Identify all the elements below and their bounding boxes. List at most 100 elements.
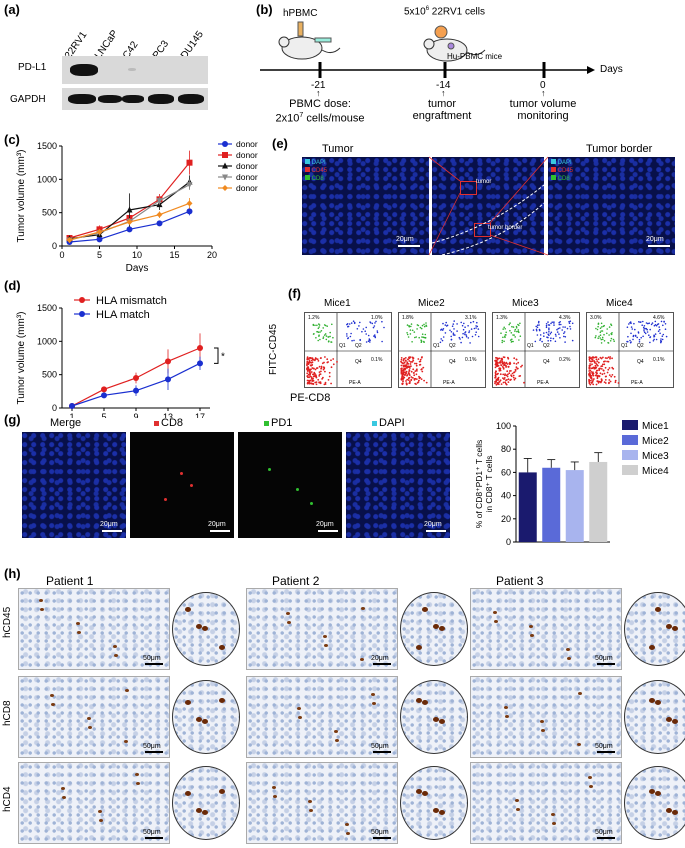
g-title-pd1: PD1 [264,417,292,429]
mouse-illustration-1 [278,21,341,60]
g-legend-swatch [622,435,638,445]
d-xtick-label: 17 [195,412,205,418]
flow-axis-tick: PE-A [443,380,455,386]
flow-q3-pct: 0.2% [559,357,571,363]
ihc-image-p3-hcd8: 50μm [470,676,622,758]
arrow-up-3: ↑ [541,88,546,98]
ihc-row-label-hcd8: hCD8 [2,700,13,726]
ihc-image-p1-hcd8: 50μm [18,676,170,758]
flow-q1-pct: 1.8% [402,315,414,321]
g-legend-label: Mice3 [642,451,669,462]
c-ytick-label: 500 [42,208,57,218]
g-ytick-label: 0 [506,537,511,547]
c-ytick-label: 0 [52,241,57,251]
flow-q1-label: Q1 [433,343,440,349]
row-label-gapdh: GAPDH [10,94,46,105]
c-point [186,182,193,189]
c-ylabel: Tumor volume (mm³) [16,150,27,243]
chart-d-tumor-volume-hla: 0500100015001591317DaysTumor volume (mm³… [16,295,225,418]
g-ytick-label: 20 [501,514,511,524]
flow-q2-label: Q2 [449,343,456,349]
d-point [133,387,139,394]
ihc-image-p3-hcd4: 50μm [470,762,622,844]
c-point [186,208,193,215]
d-point [197,360,203,367]
e-center-tumor-label: tumor [476,179,492,185]
g-title-merge: Merge [50,417,82,429]
g-ylabel-line1: % of CD8⁺PD1⁺ T cells [474,440,484,529]
d-xtick-label: 13 [163,412,173,418]
tick-0: 0 [540,80,546,91]
d-significance-bracket [214,347,219,364]
c-point [126,219,133,225]
g-bar-2 [542,467,561,542]
flow-q3-pct: 0.1% [653,357,665,363]
d-xtick-label: 9 [133,412,138,418]
flow-q1-label: Q1 [339,343,346,349]
d-point [69,403,75,409]
c-point [96,236,103,243]
d-ytick-label: 500 [42,370,57,380]
ihc-zoom-p2-hcd8 [400,680,468,754]
g-ytick-label: 40 [501,491,511,501]
hu-pbmc-mice-label: Hu-PBMC mice [447,52,503,61]
c-point [156,211,163,218]
c-ytick-label: 1500 [37,141,57,151]
flow-q2-pct: 4.6% [653,315,665,321]
ihc-zoom-p2-hcd4 [400,766,468,840]
d-point [165,376,171,383]
flow-title-2: Mice2 [418,298,445,309]
e-legend-left: DAPI CD45 CD8 [305,159,327,183]
c-point [186,159,193,166]
e-zoom-lines [428,156,549,256]
g-cd8-image: 20μm [130,432,234,538]
flow-q1-label: Q1 [621,343,628,349]
d-point [197,345,203,351]
c-xtick-label: 5 [97,250,102,260]
g-ytick-label: 60 [501,467,511,477]
flow-q2-pct: 1.0% [371,315,383,321]
c-xtick-label: 0 [59,250,64,260]
flow-q2-label: Q2 [355,343,362,349]
flow-q4-label: Q4 [543,359,550,365]
ihc-zoom-p3-hcd45 [624,592,685,666]
c-xtick-label: 10 [132,250,142,260]
e-border-box [474,223,491,237]
g-ylabel-line2: in CD8⁺ T cells [484,455,494,512]
panel-label-e: (e) [272,136,288,151]
g-merge-image: 20μm [22,432,126,538]
panel-label-f: (f) [288,286,301,301]
g-title-cd8: CD8 [154,417,183,429]
c-legend-marker [222,152,228,158]
flow-q2-label: Q2 [543,343,550,349]
patient-title-1: Patient 1 [46,574,94,588]
timeline-days-label: Days [600,64,623,75]
timeline-axis [260,62,595,78]
panel-label-b: (b) [256,2,273,17]
panel-label-g: (g) [4,412,21,427]
ihc-zoom-p3-hcd8 [624,680,685,754]
c-point [126,226,133,233]
d-xtick-label: 1 [69,412,74,418]
g-legend-label: Mice2 [642,436,669,447]
flow-q4-label: Q4 [637,359,644,365]
tick-minus21: -21 [311,80,326,91]
d-legend-marker [79,297,85,303]
e-tumor-box [460,181,477,195]
d-ytick-label: 1000 [37,336,57,346]
ihc-image-p3-hcd45: 50μm [470,588,622,670]
arrow-up-1: ↑ [316,88,321,98]
chart-c-tumor-volume-donors: 0 500 1000 1500 0 5 10 15 20 Days Tumor volume (mm… [16,139,260,272]
d-ytick-label: 0 [52,403,57,413]
panel-label-c: (c) [4,132,20,147]
flow-q2-pct: 3.1% [465,315,477,321]
flow-plot-1: 1.2% 1.0% 0.1% Q1 Q2 Q4 PE-A [304,312,392,388]
flow-q4-label: Q4 [355,359,362,365]
c-xtick-label: 15 [169,250,179,260]
g-legend-label: Mice1 [642,421,669,432]
flow-axis-tick: PE-A [631,380,643,386]
panel-label-h: (h) [4,566,21,581]
mouse-illustration-2 [423,25,486,62]
e-overview-image: tumor tumor border [432,157,544,255]
d-legend-marker [79,311,85,317]
